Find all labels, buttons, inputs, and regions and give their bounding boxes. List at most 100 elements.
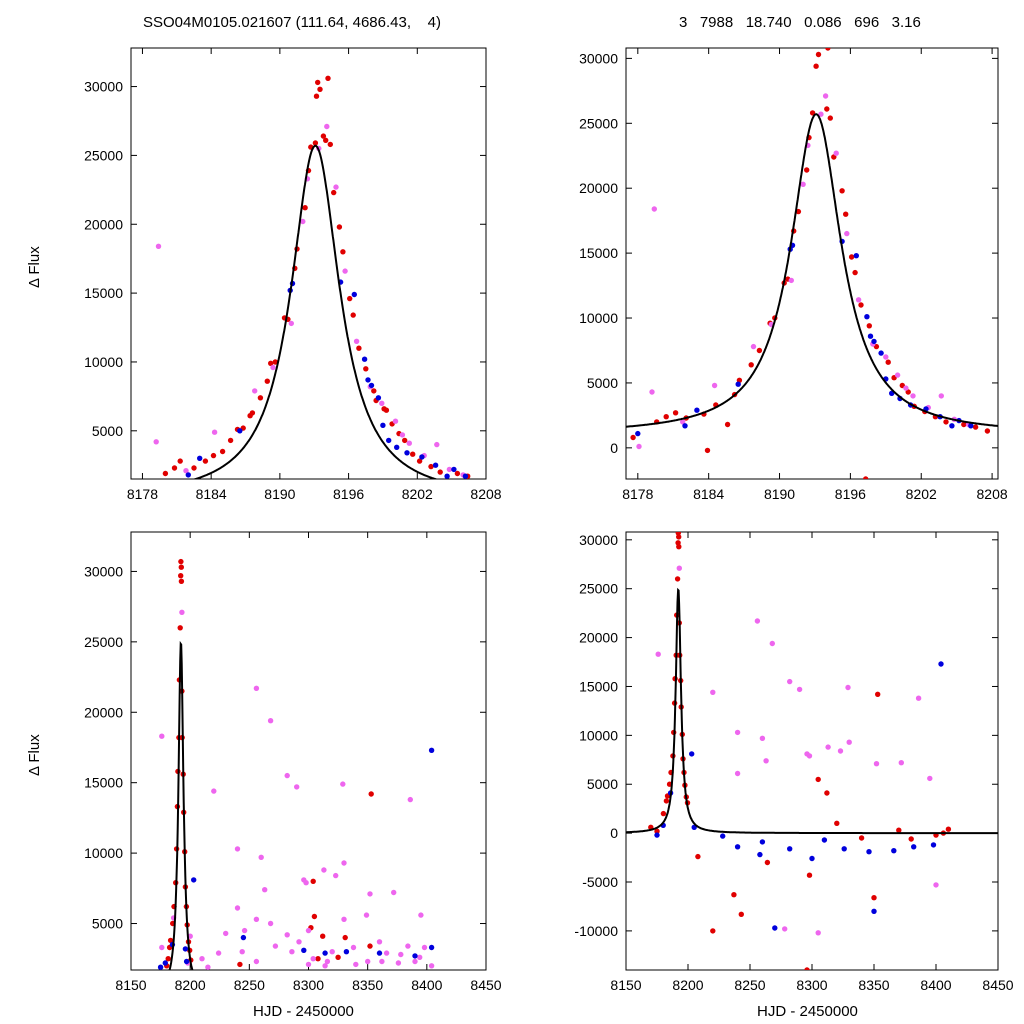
data-point-blue: [864, 314, 870, 320]
data-point-red: [875, 691, 881, 697]
data-point-red: [674, 576, 681, 582]
figure-title-right: 3 7988 18.740 0.086 696 3.16: [679, 14, 921, 31]
y-tick-label: 30000: [579, 50, 618, 66]
y-tick-label: 20000: [579, 180, 618, 196]
x-tick-label: 8202: [402, 486, 433, 502]
data-point-red: [210, 452, 217, 459]
data-point-magenta: [710, 689, 716, 695]
data-point-magenta: [788, 277, 794, 284]
data-point-red: [676, 544, 682, 550]
data-point-magenta: [822, 93, 829, 99]
data-point-magenta: [898, 760, 904, 766]
data-point-magenta: [417, 954, 423, 960]
data-point-red: [672, 410, 679, 416]
data-point-magenta: [294, 784, 300, 790]
data-point-red: [663, 414, 669, 420]
data-point-blue: [157, 964, 164, 970]
y-tick-label: 10000: [84, 845, 123, 861]
data-point-blue: [787, 846, 793, 852]
data-point-magenta: [927, 775, 933, 782]
y-tick-label: 5000: [587, 776, 618, 792]
y-tick-label: -10000: [574, 923, 618, 939]
data-point-red: [320, 933, 326, 939]
data-point-blue: [821, 837, 828, 843]
data-point-magenta: [234, 905, 241, 911]
data-point-magenta: [399, 432, 406, 438]
data-point-magenta: [395, 960, 402, 966]
x-tick-label: 8178: [127, 486, 158, 502]
data-point-magenta: [711, 382, 718, 389]
data-point-red: [815, 51, 822, 58]
data-point-magenta: [392, 418, 399, 424]
data-point-blue: [412, 953, 418, 959]
data-point-blue: [911, 844, 917, 850]
data-point-magenta: [322, 963, 328, 969]
data-point-red: [764, 859, 771, 866]
data-point-red: [227, 437, 234, 444]
data-point-red: [858, 835, 865, 841]
plot-frame: [130, 47, 487, 480]
data-point-red: [167, 937, 174, 944]
data-point-blue: [938, 661, 944, 667]
x-tick-label: 8350: [352, 977, 383, 993]
data-point-magenta: [903, 385, 909, 391]
data-point-red: [815, 776, 821, 783]
data-point-blue: [635, 430, 641, 437]
data-point-red: [961, 421, 967, 428]
x-tick-label: 8184: [196, 486, 227, 502]
x-tick-label: 8190: [764, 486, 795, 502]
y-tick-label: 10000: [84, 354, 123, 370]
y-axis-label-bottom: Δ Flux: [26, 734, 43, 776]
data-point-red: [824, 790, 830, 796]
data-point-magenta: [253, 685, 260, 691]
data-point-blue: [301, 947, 307, 953]
y-tick-label: 25000: [84, 634, 123, 650]
data-point-red: [165, 956, 171, 962]
data-point-red: [871, 895, 877, 901]
panel-bottom-left: 8150 8200 8250 8300 8350 8400 8450 5000 10000 150…: [84, 531, 502, 993]
data-point-magenta: [754, 618, 761, 624]
data-point-red: [804, 967, 810, 970]
data-point-red: [896, 827, 902, 833]
y-tick-label: 15000: [84, 285, 123, 301]
data-point-red: [428, 463, 434, 470]
data-point-red: [858, 302, 864, 308]
data-point-blue: [682, 423, 688, 429]
data-point-red: [984, 428, 991, 434]
data-point-magenta: [211, 429, 218, 435]
data-point-blue: [162, 960, 168, 966]
data-point-red: [272, 359, 278, 365]
data-point-magenta: [379, 400, 385, 406]
data-point-red: [356, 345, 362, 351]
y-tick-label: 30000: [579, 532, 618, 548]
data-point-red: [738, 911, 744, 917]
data-point-magenta: [782, 926, 788, 932]
data-point-red: [178, 573, 184, 579]
data-point-magenta: [446, 466, 453, 473]
data-point-magenta: [837, 748, 844, 754]
data-point-blue: [891, 848, 897, 854]
data-point-magenta: [418, 912, 424, 918]
data-point-blue: [462, 473, 469, 479]
data-point-magenta: [350, 944, 357, 951]
data-point-blue: [853, 253, 859, 259]
data-point-red: [843, 211, 849, 217]
data-point-red: [191, 465, 197, 471]
data-point-red: [313, 93, 320, 99]
data-point-red: [410, 451, 416, 457]
y-tick-label: 5000: [587, 375, 618, 391]
data-point-red: [813, 63, 819, 69]
data-point-magenta: [305, 927, 312, 934]
data-point-blue: [720, 833, 726, 839]
y-tick-label: 15000: [84, 775, 123, 791]
y-tick-label: 15000: [579, 678, 618, 694]
data-point-blue: [368, 382, 375, 389]
data-point-red: [347, 295, 353, 302]
data-point-blue: [361, 356, 368, 362]
x-tick-label: 8190: [264, 486, 295, 502]
data-point-magenta: [340, 781, 346, 787]
data-point-red: [237, 961, 243, 968]
data-point-blue: [968, 423, 974, 429]
y-tick-label: 15000: [579, 245, 618, 261]
data-point-red: [219, 448, 226, 455]
